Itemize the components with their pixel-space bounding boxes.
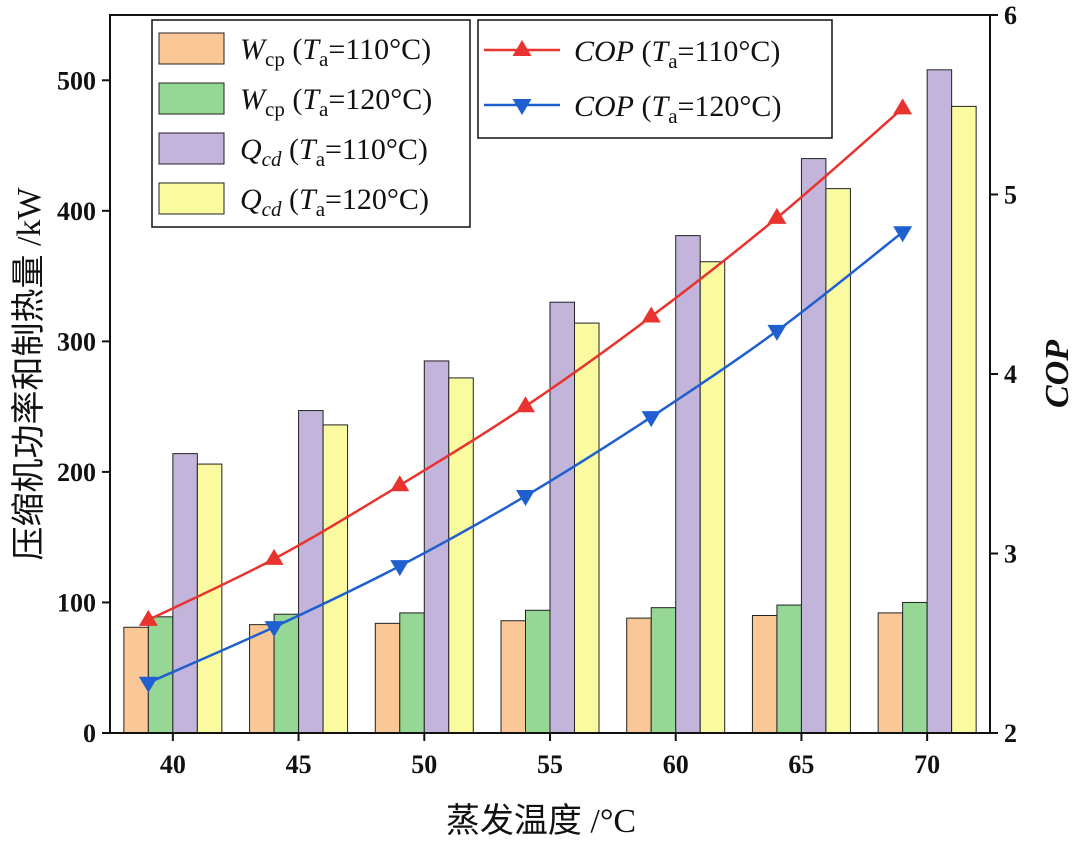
- x-tick-label-55: 55: [537, 750, 563, 779]
- bar-s1-45: [249, 624, 275, 734]
- bar-s3-60: [675, 235, 701, 734]
- cop-marker-s1-60: [641, 306, 661, 323]
- line-legend-box: [477, 19, 833, 139]
- legend-label-s4: Qcd (Ta=120°C): [240, 183, 429, 221]
- bar-s1-60: [626, 617, 652, 734]
- cop-marker-s2-45: [264, 621, 284, 638]
- bar-s1-65: [751, 615, 778, 734]
- cop-marker-s1-55: [516, 396, 535, 413]
- legend-label-s3: Qcd (Ta=110°C): [240, 133, 428, 171]
- bars-layer: [123, 69, 977, 734]
- legend-swatch-s3: [158, 132, 225, 165]
- bar-s3-70: [926, 69, 953, 734]
- left-y-tick-label-0: 0: [83, 719, 96, 748]
- bar-s3-55: [549, 301, 575, 734]
- bar-s4-60: [699, 261, 726, 734]
- cop-lines-layer: [138, 98, 913, 693]
- cop-marker-s1-40: [138, 609, 158, 626]
- cop-marker-s2-65: [767, 324, 787, 341]
- right-y-axis-title: COP: [1039, 340, 1076, 408]
- cop-marker-s2-60: [641, 411, 661, 428]
- right-y-tick-label-3: 3: [1004, 540, 1017, 569]
- bar-s4-65: [825, 188, 851, 734]
- bar-s1-55: [500, 620, 526, 734]
- bar-s4-40: [196, 463, 223, 734]
- bar-s1-50: [374, 622, 401, 734]
- legend-marker-l1: [512, 40, 532, 56]
- bar-s3-45: [298, 410, 324, 734]
- left-y-tick-label-100: 100: [57, 588, 96, 617]
- left-y-axis-title: 压缩机功率和制热量 /kW: [10, 187, 48, 561]
- bar-s3-65: [800, 158, 827, 734]
- bar-s2-55: [525, 609, 551, 734]
- legend-layer: Wcp (Ta=110°C) Wcp (Ta=120°C) Qcd (Ta=110°…: [151, 19, 833, 228]
- left-y-tick-label-200: 200: [57, 458, 96, 487]
- x-tick-label-40: 40: [160, 750, 186, 779]
- bar-s1-70: [877, 612, 904, 734]
- legend-swatch-s2: [158, 82, 225, 115]
- x-tick-label-50: 50: [411, 750, 437, 779]
- legend-marker-l2: [512, 99, 532, 115]
- right-y-tick-label-5: 5: [1004, 181, 1017, 210]
- right-y-tick-label-6: 6: [1004, 1, 1017, 30]
- bar-s2-65: [776, 604, 802, 734]
- bar-s2-50: [399, 612, 425, 734]
- legend-swatch-s1: [158, 32, 225, 65]
- left-y-tick-label-500: 500: [57, 66, 96, 95]
- bar-s4-45: [322, 424, 349, 734]
- x-tick-label-60: 60: [663, 750, 689, 779]
- x-tick-label-45: 45: [286, 750, 312, 779]
- bar-s2-45: [273, 613, 300, 734]
- cop-marker-s1-50: [390, 475, 410, 492]
- right-y-tick-label-2: 2: [1004, 719, 1017, 748]
- bar-s4-55: [574, 322, 600, 734]
- left-y-tick-label-400: 400: [57, 197, 96, 226]
- legend-swatch-s4: [158, 182, 225, 215]
- cop-marker-s1-65: [767, 207, 787, 224]
- x-axis-title: 蒸发温度 /°C: [446, 802, 636, 840]
- bar-s2-60: [650, 607, 677, 734]
- x-tick-label-65: 65: [788, 750, 814, 779]
- legend-label-l1: COP (Ta=110°C): [574, 35, 780, 73]
- bar-s3-40: [172, 453, 198, 734]
- cop-marker-s2-55: [516, 490, 535, 507]
- bar-s4-70: [951, 105, 977, 734]
- legend-label-s1: Wcp (Ta=110°C): [240, 33, 431, 71]
- cop-marker-s2-70: [893, 226, 913, 243]
- bar-s2-70: [902, 601, 928, 734]
- x-tick-label-70: 70: [914, 750, 940, 779]
- cop-marker-s2-40: [138, 676, 158, 693]
- bar-s4-50: [448, 377, 474, 734]
- legend-label-l2: COP (Ta=120°C): [574, 90, 781, 128]
- cop-marker-s2-50: [390, 560, 410, 577]
- cop-marker-s1-70: [893, 98, 913, 115]
- legend-label-s2: Wcp (Ta=120°C): [240, 83, 432, 121]
- cop-marker-s1-45: [264, 548, 284, 565]
- left-y-tick-label-300: 300: [57, 327, 96, 356]
- right-y-tick-label-4: 4: [1004, 360, 1017, 389]
